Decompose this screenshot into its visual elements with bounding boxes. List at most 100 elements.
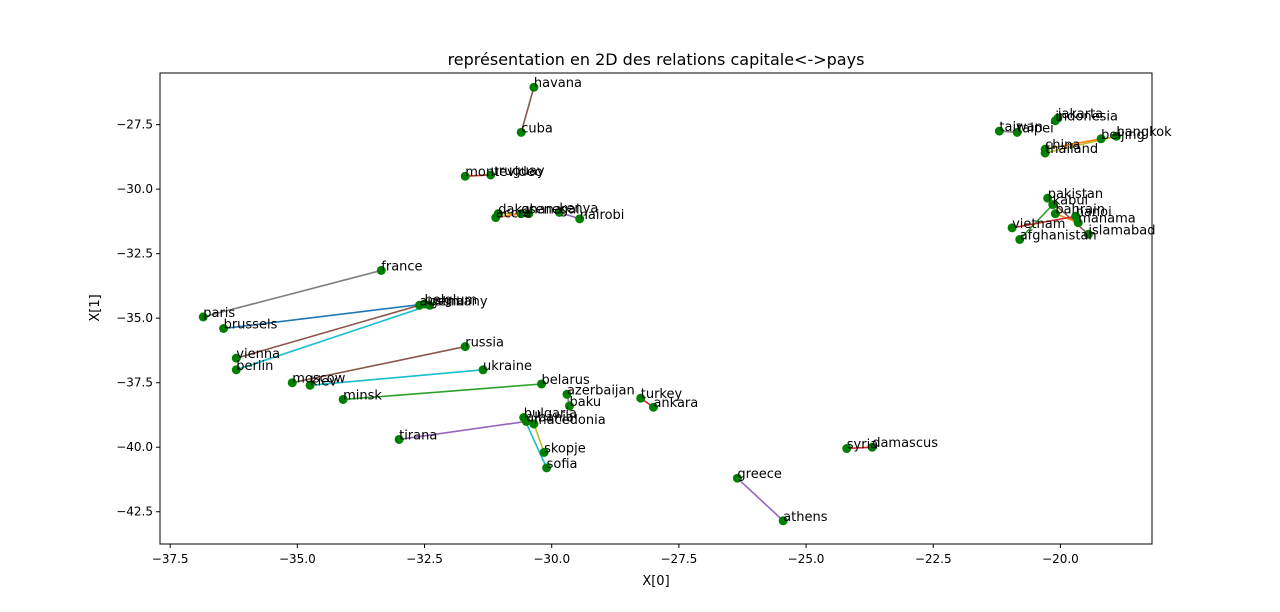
data-point-austria — [414, 300, 424, 310]
link-line-kabul-afghanistan — [1019, 204, 1054, 241]
x-tick-label: −20.0 — [1042, 552, 1079, 566]
point-label-vienna: vienna — [236, 347, 280, 362]
data-point-moscow — [287, 378, 297, 388]
point-label-taipei: taipei — [1017, 121, 1054, 136]
link-line-brussels-belgium — [223, 303, 425, 330]
data-point-montevideo — [460, 171, 470, 181]
point-label-jakarta: jakarta — [1057, 107, 1103, 122]
link-line-tirana-albania — [398, 420, 527, 441]
link-line-havana-cuba — [520, 86, 535, 133]
y-tick-label: −27.5 — [116, 118, 153, 132]
point-label-minsk: minsk — [343, 388, 382, 403]
point-label-ankara: ankara — [653, 396, 698, 411]
data-point-accra — [491, 213, 501, 223]
data-point-skopje — [539, 447, 549, 457]
point-label-kabul: kabul — [1053, 194, 1088, 209]
data-point-france — [376, 265, 386, 275]
point-label-belgium: belgium — [425, 293, 478, 308]
x-tick-label: −32.5 — [406, 552, 443, 566]
data-point-macedonia — [529, 419, 539, 429]
x-tick-label: −30.0 — [533, 552, 570, 566]
data-point-afghanistan — [1015, 234, 1025, 244]
point-label-paris: paris — [203, 306, 235, 321]
link-line-paris-france — [203, 269, 382, 318]
point-label-uruguay: uruguay — [491, 164, 545, 179]
y-tick-label: −37.5 — [116, 376, 153, 390]
point-label-bahrain: bahrain — [1055, 203, 1105, 218]
point-label-ghana: ghana — [521, 203, 562, 218]
point-label-afghanistan: afghanistan — [1020, 228, 1097, 243]
point-label-macedonia: macedonia — [534, 413, 606, 428]
link-line-beijing-china — [1045, 138, 1102, 150]
point-label-turkey: turkey — [641, 387, 683, 402]
x-tick-label: −27.5 — [661, 552, 698, 566]
point-label-dakar: dakar — [498, 203, 535, 218]
point-label-berlin: berlin — [236, 359, 273, 374]
point-label-tirana: tirana — [399, 428, 437, 443]
point-label-nairobi: nairobi — [580, 208, 625, 223]
data-point-greece — [732, 473, 742, 483]
point-label-belarus: belarus — [542, 373, 590, 388]
plot-frame — [159, 72, 1153, 545]
link-line-moscow-russia — [292, 345, 466, 384]
point-label-havana: havana — [534, 76, 582, 91]
data-point-havana — [529, 82, 539, 92]
data-point-ghana — [516, 209, 526, 219]
data-point-senegal — [524, 209, 534, 219]
data-point-russia — [460, 342, 470, 352]
data-point-paris — [198, 312, 208, 322]
data-point-albania — [521, 416, 531, 426]
link-line-hanoi-vietnam — [1011, 215, 1076, 229]
data-point-vienna — [231, 353, 241, 363]
point-label-baku: baku — [570, 395, 602, 410]
data-point-sofia — [542, 463, 552, 473]
data-point-minsk — [338, 394, 348, 404]
point-label-albania: albania — [526, 410, 574, 425]
data-point-indonesia — [1050, 116, 1060, 126]
chart-title: représentation en 2D des relations capit… — [448, 50, 865, 69]
point-label-china: china — [1045, 138, 1080, 153]
data-point-kabul — [1048, 200, 1058, 210]
point-label-france: france — [381, 259, 422, 274]
x-axis-title: X[0] — [642, 574, 669, 589]
data-point-beijing — [1096, 134, 1106, 144]
data-point-thailand — [1040, 148, 1050, 158]
link-line-vienna-austria — [236, 304, 420, 359]
data-point-ankara — [648, 402, 658, 412]
data-point-germany — [425, 300, 435, 310]
y-tick-label: −40.0 — [116, 440, 153, 454]
point-label-syria: syria — [847, 438, 878, 453]
data-point-turkey — [636, 393, 646, 403]
y-tick-label: −30.0 — [116, 182, 153, 196]
link-line-kiev-ukraine — [310, 368, 484, 387]
point-label-thailand: thailand — [1045, 142, 1098, 157]
axes: −37.5 −35.0 −32.5 −30.0 −27.5 −25.0 −22.5 −20.0… — [116, 118, 1079, 566]
point-label-russia: russia — [465, 336, 504, 351]
data-point-bahrain — [1050, 209, 1060, 219]
point-label-kenya: kenya — [559, 201, 598, 216]
point-label-vietnam: vietnam — [1012, 217, 1065, 232]
point-label-austria: austria — [419, 294, 464, 309]
point-label-hanoi: hanoi — [1076, 205, 1112, 220]
link-line-minsk-belarus — [343, 383, 542, 401]
data-point-pakistan — [1043, 193, 1053, 203]
data-point-nairobi — [575, 214, 585, 224]
data-point-berlin — [231, 365, 241, 375]
point-label-moscow: moscow — [292, 372, 345, 387]
data-point-cuba — [516, 127, 526, 137]
x-tick-label: −35.0 — [279, 552, 316, 566]
data-point-kenya — [554, 207, 564, 217]
point-label-indonesia: indonesia — [1055, 110, 1118, 125]
point-label-beijing: beijing — [1101, 128, 1145, 143]
point-label-bulgaria: bulgaria — [524, 407, 577, 422]
link-line-sofia-bulgaria — [523, 417, 548, 469]
data-point-islamabad — [1083, 229, 1093, 239]
point-label-accra: accra — [496, 207, 532, 222]
data-point-baku — [565, 401, 575, 411]
point-label-islamabad: islamabad — [1088, 223, 1155, 238]
point-label-athens: athens — [783, 510, 828, 525]
point-label-greece: greece — [737, 467, 781, 482]
point-label-brussels: brussels — [224, 318, 278, 333]
